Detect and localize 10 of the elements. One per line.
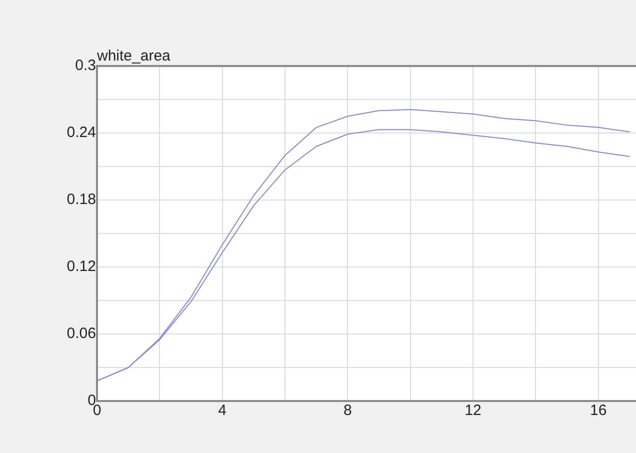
- x-tick-label: 8: [344, 402, 352, 420]
- y-tick-label: 0.3: [75, 57, 96, 74]
- chart-title: white_area: [96, 48, 172, 65]
- y-tick-label: 0.18: [66, 191, 96, 208]
- y-tick-label: 0.06: [66, 325, 96, 342]
- x-tick-label: 12: [464, 402, 482, 420]
- x-tick-label: 16: [590, 402, 607, 420]
- y-tick-label: 0.24: [66, 124, 96, 142]
- y-tick-label: 0.12: [66, 258, 96, 276]
- x-tick-label: 4: [218, 402, 227, 420]
